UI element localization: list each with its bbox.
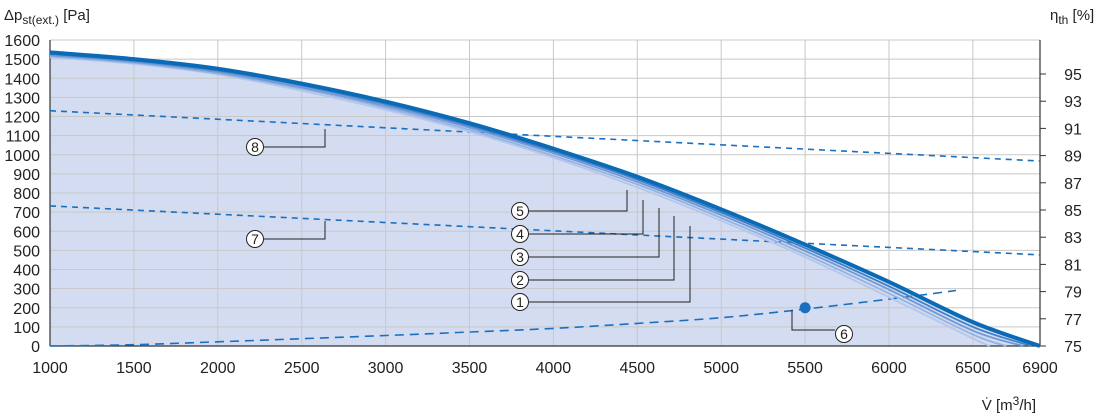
x-tick-label: 5000 <box>703 360 739 377</box>
x-tick-label: 2000 <box>200 360 236 377</box>
x-tick-label: 5500 <box>787 360 823 377</box>
callout-leader-5 <box>529 190 628 212</box>
callout-label-1: 1 <box>516 294 524 310</box>
callout-label-3: 3 <box>516 249 524 265</box>
right-tick-label: 77 <box>1064 312 1082 329</box>
x-tick-label: 6900 <box>1022 360 1058 377</box>
callout-circle-1 <box>511 293 529 311</box>
right-tick-label: 91 <box>1064 121 1082 138</box>
y-tick-label: 600 <box>13 224 40 241</box>
y-axis-left-title: Δpst(ext.) [Pa] <box>4 7 90 27</box>
y-tick-label: 0 <box>31 339 40 356</box>
callout-label-6: 6 <box>840 326 848 342</box>
y-tick-label: 800 <box>13 186 40 203</box>
fan-curve-3 <box>49 54 1024 347</box>
right-tick-label: 95 <box>1064 67 1082 84</box>
callout-label-7: 7 <box>251 231 259 247</box>
operating-point <box>799 302 811 314</box>
y-tick-label: 100 <box>13 320 40 337</box>
right-tick-label: 79 <box>1064 285 1082 302</box>
callout-circle-7 <box>246 230 264 248</box>
x-tick-label: 1000 <box>32 360 68 377</box>
y-tick-label: 200 <box>13 301 40 318</box>
x-tick-label: 3000 <box>368 360 404 377</box>
efficiency-curve-7 <box>49 205 1041 256</box>
x-tick-label: 4500 <box>619 360 655 377</box>
callout-circle-5 <box>511 202 529 220</box>
right-tick-label: 81 <box>1064 257 1082 274</box>
callout-circle-8 <box>246 138 264 156</box>
callout-leader-3 <box>529 208 660 258</box>
x-tick-label: 6000 <box>871 360 907 377</box>
x-tick-label: 2500 <box>284 360 320 377</box>
x-tick-label: 1500 <box>116 360 152 377</box>
callout-label-5: 5 <box>516 203 524 219</box>
efficiency-curve-8 <box>49 109 1041 162</box>
operating-area <box>50 52 1040 347</box>
y-tick-label: 1600 <box>4 33 40 50</box>
callout-circle-6 <box>835 325 853 343</box>
y-axis-right-title: ηth [%] <box>1050 7 1094 27</box>
right-tick-label: 93 <box>1064 94 1082 111</box>
y-tick-label: 1300 <box>4 90 40 107</box>
y-tick-label: 1400 <box>4 71 40 88</box>
y-tick-label: 700 <box>13 205 40 222</box>
callout-label-8: 8 <box>251 139 259 155</box>
right-tick-label: 83 <box>1064 230 1082 247</box>
x-tick-label: 4000 <box>536 360 572 377</box>
callout-circle-2 <box>511 271 529 289</box>
callout-label-2: 2 <box>516 272 524 288</box>
y-tick-label: 1000 <box>4 148 40 165</box>
y-tick-label: 300 <box>13 282 40 299</box>
right-tick-label: 85 <box>1064 203 1082 220</box>
y-tick-label: 900 <box>13 167 40 184</box>
callout-leader-6 <box>791 310 835 331</box>
x-tick-label: 6500 <box>955 360 991 377</box>
right-tick-label: 75 <box>1064 339 1082 356</box>
y-tick-label: 1100 <box>6 129 41 146</box>
fan-curve-2 <box>49 55 1007 347</box>
x-tick-label: 3500 <box>452 360 488 377</box>
y-tick-label: 1200 <box>4 110 40 127</box>
callout-leader-7 <box>264 221 326 240</box>
callout-circle-4 <box>511 225 529 243</box>
y-tick-label: 400 <box>13 263 40 280</box>
callout-leader-8 <box>264 129 326 148</box>
right-tick-label: 87 <box>1064 176 1082 193</box>
y-tick-label: 500 <box>13 243 40 260</box>
y-tick-label: 1500 <box>4 52 40 69</box>
right-tick-label: 89 <box>1064 149 1082 166</box>
callout-label-4: 4 <box>516 226 524 242</box>
callout-leader-1 <box>529 226 691 303</box>
fan-curve-5 <box>49 50 1041 348</box>
callout-leader-4 <box>529 200 644 235</box>
callout-leader-2 <box>529 216 675 281</box>
x-axis-title: V̇ [m3/h] <box>982 394 1036 414</box>
callout-circle-3 <box>511 248 529 266</box>
